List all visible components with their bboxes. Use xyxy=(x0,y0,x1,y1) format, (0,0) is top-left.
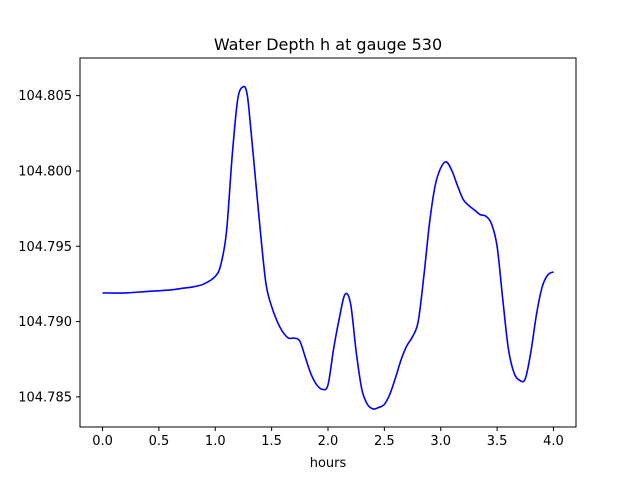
x-tick-label: 2.5 xyxy=(374,434,395,449)
y-tick-label: 104.805 xyxy=(18,89,72,104)
x-axis: 0.0 0.5 1.0 1.5 2.0 2.5 3.0 3.5 4.0 xyxy=(92,427,564,449)
series-line-0 xyxy=(102,85,554,410)
y-tick-label: 104.795 xyxy=(18,240,72,255)
x-tick-label: 0.5 xyxy=(149,434,170,449)
x-tick-label: 4.0 xyxy=(543,434,564,449)
x-tick-label: 3.5 xyxy=(487,434,508,449)
y-axis: 104.785 104.790 104.795 104.800 104.805 xyxy=(18,89,80,405)
y-tick-label: 104.800 xyxy=(18,164,72,179)
y-tick-label: 104.790 xyxy=(18,315,72,330)
chart-title: Water Depth h at gauge 530 xyxy=(214,35,442,54)
x-tick-label: 2.0 xyxy=(318,434,339,449)
x-tick-label: 1.0 xyxy=(205,434,226,449)
plot-area xyxy=(102,85,554,410)
x-tick-label: 0.0 xyxy=(92,434,113,449)
x-tick-label: 3.0 xyxy=(430,434,451,449)
x-axis-label: hours xyxy=(310,456,347,471)
x-tick-label: 1.5 xyxy=(261,434,282,449)
y-tick-label: 104.785 xyxy=(18,390,72,405)
